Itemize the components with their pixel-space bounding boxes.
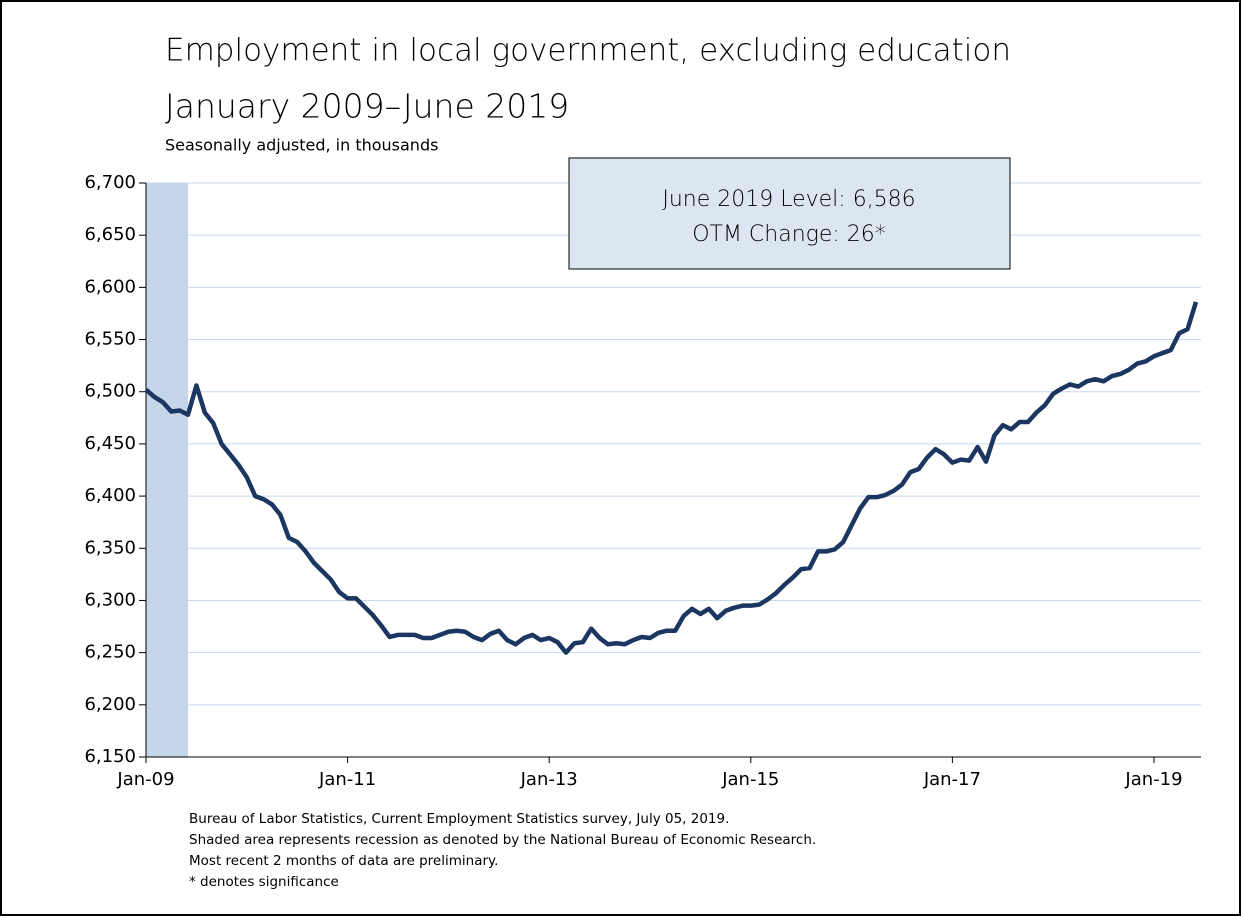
footnote: * denotes significance: [189, 874, 339, 890]
recession-shade: [146, 183, 188, 757]
y-axis-label: Seasonally adjusted, in thousands: [165, 136, 438, 155]
footnote: Most recent 2 months of data are prelimi…: [189, 853, 498, 869]
y-tick-label: 6,300: [84, 589, 136, 610]
y-tick-label: 6,150: [84, 746, 136, 767]
footnote: Bureau of Labor Statistics, Current Empl…: [189, 811, 729, 827]
y-tick-label: 6,200: [84, 694, 136, 715]
x-tick-label: Jan-19: [1124, 769, 1182, 790]
x-tick-label: Jan-09: [116, 769, 174, 790]
y-tick-label: 6,350: [84, 537, 136, 558]
y-tick-label: 6,400: [84, 485, 136, 506]
annotation: OTM Change: 26*: [692, 222, 886, 247]
y-tick-label: 6,550: [84, 329, 136, 350]
annotation-box: [568, 157, 1011, 270]
y-tick-label: 6,700: [84, 172, 136, 193]
x-tick-label: Jan-11: [318, 769, 376, 790]
footnote: Shaded area represents recession as deno…: [189, 832, 816, 848]
chart-title: Employment in local government, excludin…: [165, 33, 1011, 69]
chart-subtitle: January 2009–June 2019: [165, 87, 569, 126]
x-tick-label: Jan-17: [923, 769, 981, 790]
y-tick-label: 6,250: [84, 642, 136, 663]
y-tick-label: 6,500: [84, 381, 136, 402]
data-line: [144, 301, 1199, 655]
y-tick-label: 6,450: [84, 433, 136, 454]
x-tick-label: Jan-13: [520, 769, 578, 790]
annotation: June 2019 Level: 6,586: [662, 187, 915, 212]
x-tick-label: Jan-15: [721, 769, 779, 790]
y-tick-label: 6,650: [84, 224, 136, 245]
y-tick-label: 6,600: [84, 276, 136, 297]
